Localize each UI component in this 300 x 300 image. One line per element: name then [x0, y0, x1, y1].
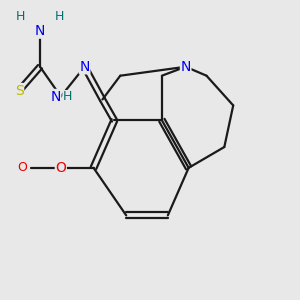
Text: H: H	[16, 10, 26, 23]
Text: H: H	[55, 10, 64, 23]
Text: S: S	[15, 84, 24, 98]
Text: O: O	[56, 161, 66, 175]
Text: N: N	[80, 60, 90, 74]
Text: H: H	[62, 90, 72, 103]
Text: N: N	[181, 60, 191, 74]
Text: N: N	[50, 89, 61, 103]
Text: N: N	[35, 24, 45, 38]
Text: O: O	[17, 161, 27, 174]
